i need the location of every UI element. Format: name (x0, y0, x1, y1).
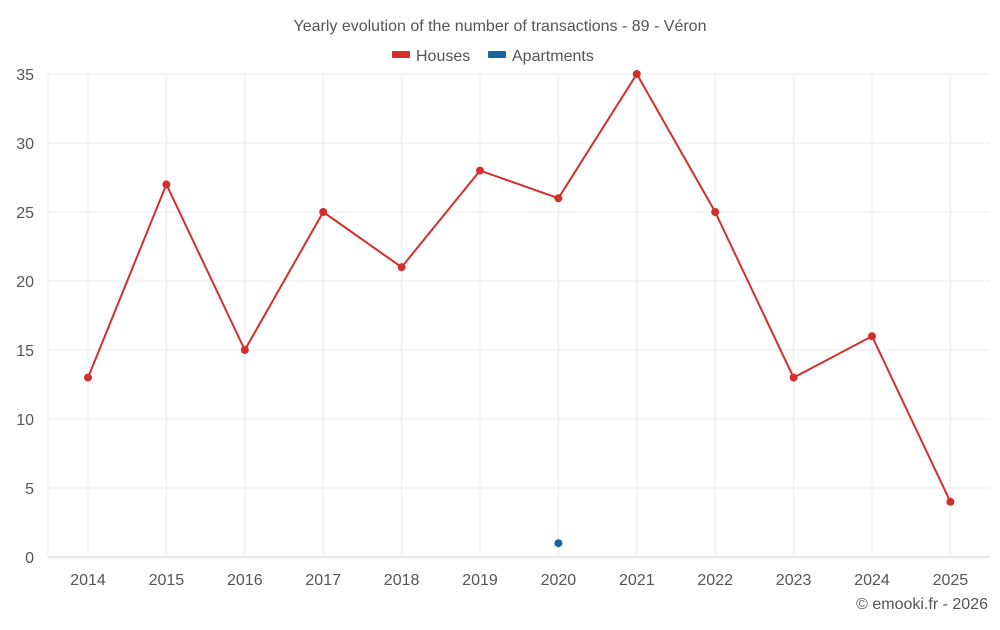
series (84, 70, 955, 548)
x-tick-label: 2017 (305, 572, 341, 589)
chart-title: Yearly evolution of the number of transa… (294, 18, 707, 35)
y-axis: 0 5 10 15 20 25 30 35 (16, 67, 34, 567)
y-tick-label: 35 (16, 67, 34, 84)
x-tick-label: 2016 (227, 572, 263, 589)
x-tick-label: 2022 (697, 572, 733, 589)
data-point-houses-2019[interactable] (476, 166, 484, 175)
x-tick-label: 2024 (854, 572, 890, 589)
legend-item-houses[interactable]: Houses (392, 48, 470, 65)
x-tick-label: 2023 (776, 572, 812, 589)
grid (47, 73, 990, 558)
x-tick-label: 2018 (384, 572, 420, 589)
credit-text: © emooki.fr - 2026 (856, 596, 988, 613)
legend-swatch-apartments (488, 51, 506, 58)
legend-label-apartments: Apartments (512, 48, 594, 65)
data-point-houses-2024[interactable] (868, 332, 876, 341)
legend-swatch-houses (392, 51, 410, 58)
y-tick-label: 25 (16, 205, 34, 222)
x-axis: 2014 2015 2016 2017 2018 2019 2020 2021 2022 2023… (70, 572, 968, 589)
data-point-houses-2020[interactable] (554, 194, 563, 203)
x-tick-label: 2021 (619, 572, 655, 589)
y-tick-label: 30 (16, 136, 34, 153)
series-line-houses (87, 73, 952, 503)
data-point-houses-2015[interactable] (162, 180, 171, 189)
data-point-houses-2014[interactable] (84, 373, 92, 382)
x-tick-label: 2015 (149, 572, 185, 589)
data-point-houses-2016[interactable] (240, 346, 249, 354)
x-tick-label: 2020 (541, 572, 577, 589)
data-point-houses-2022[interactable] (711, 208, 720, 216)
y-tick-label: 15 (16, 343, 34, 360)
x-tick-label: 2019 (462, 572, 498, 589)
x-tick-label: 2014 (70, 572, 106, 589)
legend: Houses Apartments (392, 48, 594, 65)
x-tick-label: 2025 (933, 572, 969, 589)
data-point-apartments-2020[interactable] (554, 539, 563, 548)
y-tick-label: 20 (16, 274, 34, 291)
data-point-houses-2018[interactable] (397, 263, 406, 272)
data-point-houses-2025[interactable] (946, 497, 955, 506)
y-tick-label: 10 (16, 412, 34, 429)
y-tick-label: 5 (25, 481, 34, 498)
data-point-houses-2021[interactable] (632, 70, 641, 78)
y-tick-label: 0 (25, 550, 34, 567)
data-point-houses-2017[interactable] (319, 208, 328, 216)
legend-label-houses: Houses (416, 48, 470, 65)
data-point-houses-2023[interactable] (789, 373, 798, 382)
legend-item-apartments[interactable]: Apartments (488, 48, 594, 65)
